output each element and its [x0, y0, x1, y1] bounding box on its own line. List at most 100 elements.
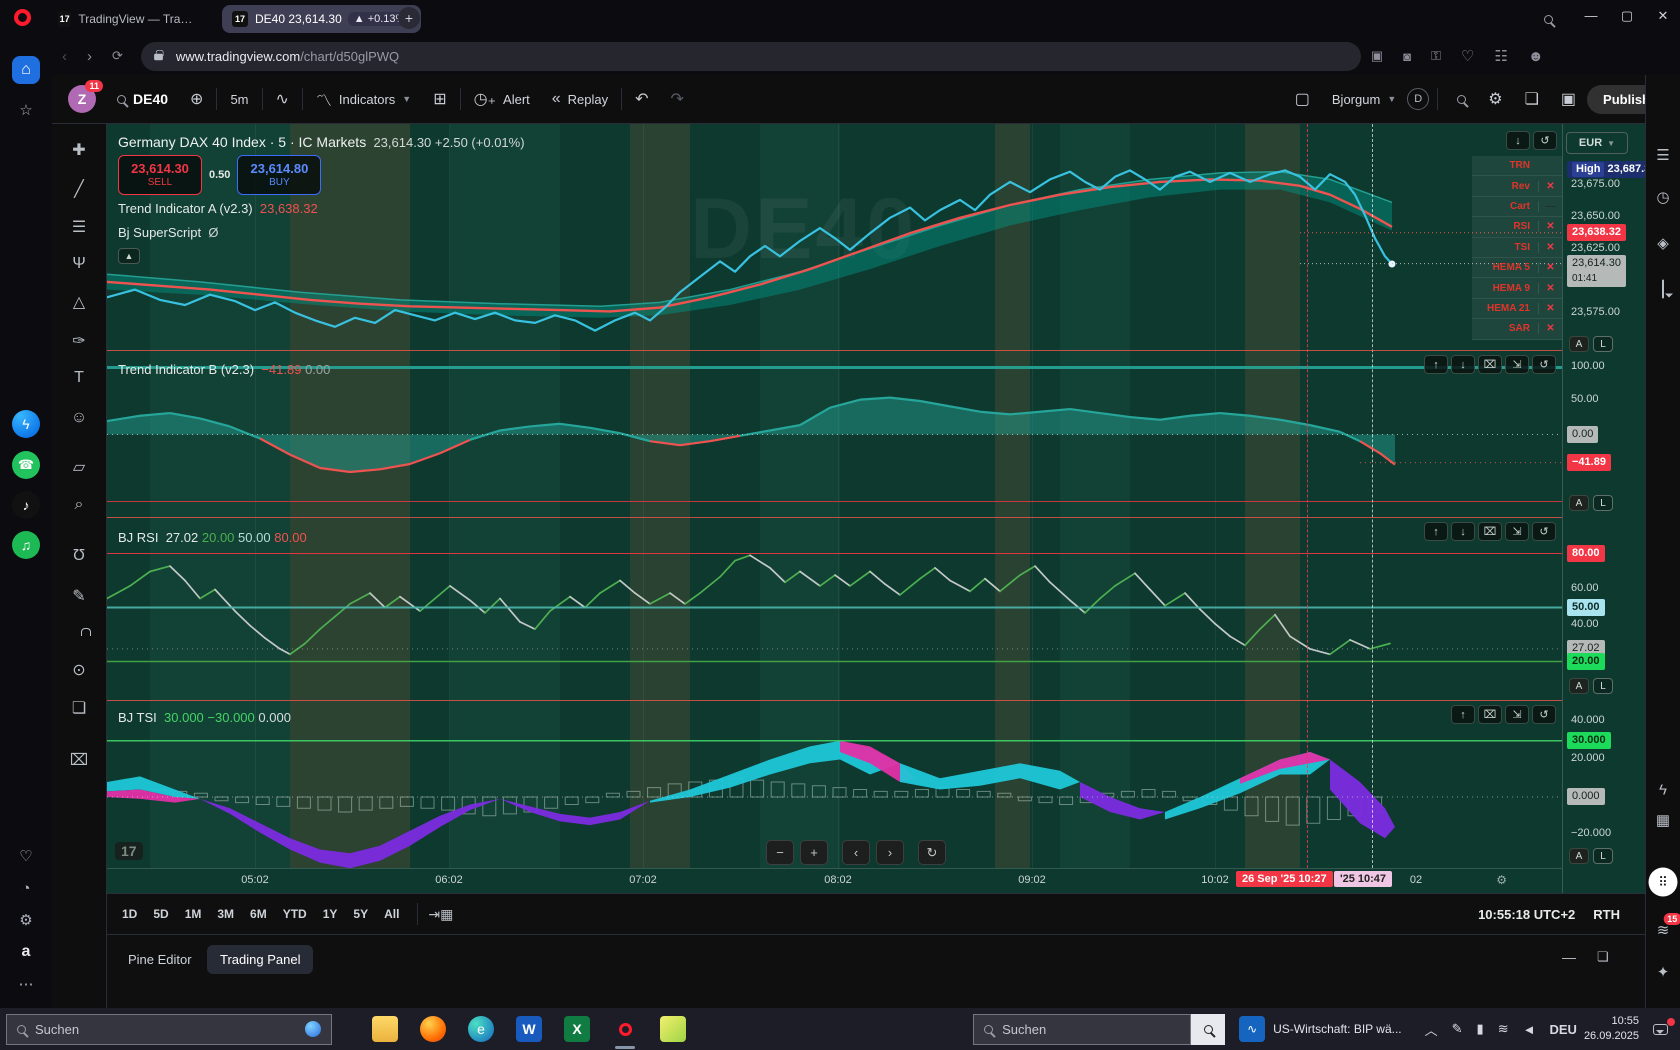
panel-expand-button[interactable]: ❏ — [1597, 949, 1609, 965]
spark-icon[interactable]: ϟ — [1659, 782, 1667, 799]
pane-up-button[interactable]: ↑ — [1451, 705, 1475, 724]
remove-icon[interactable]: ✕ — [1538, 303, 1562, 314]
reload-button[interactable]: ⟳ — [112, 48, 123, 64]
history-icon[interactable]: ◔ — [12, 874, 40, 902]
auto-scale-button[interactable]: A — [1569, 336, 1589, 352]
back-button[interactable]: ‹ — [62, 48, 67, 65]
whatsapp-icon[interactable]: ☎ — [12, 451, 40, 479]
indicator-a-legend[interactable]: Trend Indicator A (v2.3) 23,638.32 — [118, 201, 318, 216]
layout-select-button[interactable]: ▢ — [1284, 82, 1321, 116]
range-1m-button[interactable]: 1M — [177, 903, 210, 925]
forward-button[interactable]: › — [87, 48, 92, 65]
zoom-out-button[interactable]: − — [766, 840, 794, 865]
time-axis-settings-icon[interactable]: ⚙ — [1496, 873, 1507, 887]
redo-button[interactable]: ↷ — [660, 82, 695, 116]
remove-icon[interactable]: ✕ — [1538, 242, 1562, 253]
pane-restore-button[interactable]: ↺ — [1532, 705, 1556, 724]
taskbar-search-2[interactable]: Suchen — [973, 1014, 1191, 1045]
auto-scale-button[interactable]: A — [1569, 678, 1589, 694]
close-button[interactable]: ✕ — [1648, 8, 1678, 24]
indicator-b-legend[interactable]: Trend Indicator B (v2.3) −41.89 0.00 — [118, 362, 330, 377]
range-3m-button[interactable]: 3M — [209, 903, 242, 925]
pattern-icon[interactable]: △ — [73, 292, 85, 312]
horizontal-line-icon[interactable]: ☰ — [72, 217, 86, 237]
auto-scale-button[interactable]: A — [1569, 495, 1589, 511]
tradingview-logo[interactable]: 17 — [115, 842, 143, 860]
pane-delete-button[interactable]: ⌧ — [1478, 522, 1502, 541]
collapse-pane-button[interactable]: ▲ — [118, 248, 140, 264]
crosshair-icon[interactable]: ✚ — [72, 140, 85, 160]
more-icon[interactable]: ⋯ — [12, 970, 40, 998]
replay-button[interactable]: «Replay — [541, 82, 619, 116]
pen-tray-icon[interactable]: ✎ — [1452, 1021, 1463, 1037]
remove-icon[interactable]: ✕ — [1538, 221, 1562, 232]
pane-divider[interactable] — [107, 700, 1562, 701]
opera-taskbar-icon[interactable] — [612, 1016, 638, 1042]
sell-button[interactable]: 23,614.30SELL — [118, 155, 202, 195]
pane-delete-button[interactable]: ⌧ — [1478, 355, 1502, 374]
watchlist-icon[interactable]: ☰ — [1656, 146, 1669, 164]
spotify-icon[interactable]: ♫ — [12, 531, 40, 559]
battery-icon[interactable]: ▮ — [1477, 1021, 1484, 1037]
minimize-button[interactable]: — — [1576, 8, 1606, 23]
range-6m-button[interactable]: 6M — [242, 903, 275, 925]
tab-pine-editor[interactable]: Pine Editor — [115, 945, 205, 974]
maximize-button[interactable]: ▢ — [1612, 8, 1642, 24]
pane-down-button[interactable]: ↓ — [1506, 131, 1530, 150]
settings-gear-icon[interactable]: ⚙ — [12, 906, 40, 934]
emoji-icon[interactable]: ☺ — [71, 409, 87, 427]
word-icon[interactable]: W — [516, 1016, 542, 1042]
range-ytd-button[interactable]: YTD — [275, 903, 315, 925]
pane-divider[interactable] — [107, 517, 1562, 518]
clock-label[interactable]: 10:55:18 UTC+2 — [1478, 907, 1575, 922]
chart-style-button[interactable]: ∿ — [265, 82, 300, 116]
wifi-icon[interactable]: ≋ — [1498, 1021, 1509, 1037]
undo-button[interactable]: ↶ — [624, 82, 659, 116]
text-icon[interactable]: T — [74, 369, 84, 387]
buy-button[interactable]: 23,614.80BUY — [237, 155, 321, 195]
new-tab-button[interactable]: + — [398, 7, 420, 29]
remove-icon[interactable]: ✕ — [1538, 181, 1562, 192]
pane-divider[interactable] — [107, 350, 1562, 351]
superscript-legend[interactable]: Bj SuperScript Ø — [118, 225, 218, 240]
heart-icon[interactable]: ♡ — [12, 842, 40, 870]
excel-icon[interactable]: X — [564, 1016, 590, 1042]
chat-icon[interactable] — [1662, 281, 1664, 298]
log-scale-button[interactable]: L — [1593, 336, 1613, 352]
alert-button[interactable]: ◷₊Alert — [463, 82, 541, 116]
quick-search-button[interactable] — [1446, 82, 1477, 116]
pane-maximize-button[interactable]: ⇲ — [1505, 522, 1529, 541]
trash-icon[interactable]: ⌧ — [70, 750, 88, 770]
main-legend[interactable]: Germany DAX 40 Index · 5 · IC Markets 23… — [118, 134, 525, 150]
browser-tab-1[interactable]: 17 TradingView — Track All M — [48, 5, 208, 33]
zoom-in-icon[interactable]: ⌕ — [75, 496, 84, 514]
vpn-icon[interactable]: ⚿ — [1431, 48, 1441, 64]
alerts-clock-icon[interactable]: ◷ — [1656, 188, 1669, 206]
streams-icon[interactable]: ≋15 — [1657, 921, 1670, 939]
range-1y-button[interactable]: 1Y — [315, 903, 346, 925]
volume-icon[interactable]: ◄ — [1523, 1022, 1536, 1037]
url-field[interactable]: www.tradingview.com/chart/d50glPWQ — [141, 42, 1361, 71]
search-icon[interactable] — [1544, 11, 1553, 29]
user-avatar[interactable]: Z11 — [68, 85, 96, 113]
taskbar-clock[interactable]: 10:55 26.09.2025 — [1584, 1014, 1639, 1044]
calendar-icon[interactable]: ▦ — [1656, 811, 1670, 829]
search-go-button[interactable] — [1191, 1014, 1225, 1045]
scroll-right-button[interactable]: › — [876, 840, 904, 865]
reset-chart-button[interactable]: ↻ — [918, 840, 946, 865]
profile-icon[interactable]: ☻ — [1528, 48, 1544, 65]
cloud-save-badge[interactable]: D — [1407, 88, 1429, 110]
apps-grid-button[interactable]: ⠿ — [1649, 868, 1678, 897]
symbol-search-button[interactable]: DE40 — [106, 82, 179, 116]
messenger-icon[interactable]: ϟ — [12, 410, 40, 438]
object-tree-icon[interactable]: ❏ — [72, 698, 86, 718]
session-label[interactable]: RTH — [1593, 907, 1620, 922]
magnet-icon[interactable]: Ʊ — [73, 547, 85, 565]
layout-templates-button[interactable]: ⊞ — [422, 82, 457, 116]
hidden-icons-chevron[interactable]: ︿ — [1425, 1020, 1438, 1039]
pane-maximize-button[interactable]: ⇲ — [1505, 355, 1529, 374]
bookmarks-star-icon[interactable]: ☆ — [12, 96, 40, 124]
go-to-date-button[interactable]: ⇥▦ — [428, 906, 453, 923]
rsi-legend[interactable]: BJ RSI 27.02 20.00 50.00 80.00 — [118, 530, 307, 545]
range-5d-button[interactable]: 5D — [145, 903, 176, 925]
